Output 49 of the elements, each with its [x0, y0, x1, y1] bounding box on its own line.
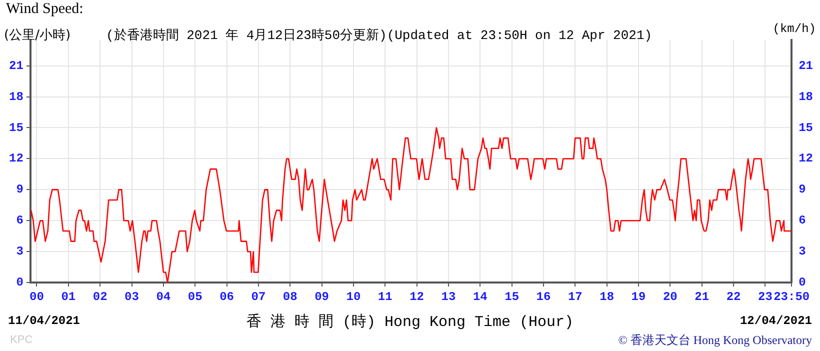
chart-title: Wind Speed:: [6, 1, 84, 18]
x-tick-label: 06: [220, 290, 234, 304]
y2-axis-title: (km/h): [772, 22, 816, 36]
y2-tick-label: 9: [798, 182, 806, 197]
y-tick-label: 9: [16, 182, 24, 197]
x-tick-label: 19: [631, 290, 646, 304]
x-tick-label: 18: [600, 290, 614, 304]
y-axis-title: (公里/小時): [4, 27, 71, 44]
text: © 香港天文台 Hong Kong Observatory: [618, 332, 812, 349]
text: 11/04/2021: [8, 314, 80, 328]
chart-subtitle: (於香港時間 2021 年 4月12日23時50分更新)(Updated at 23:50H on 12 Apr 2021): [106, 27, 652, 44]
x-tick-label: 04: [156, 290, 171, 304]
x-tick-label: 08: [282, 290, 298, 304]
y-tick-label: 18: [8, 90, 24, 104]
x-tick-label: 11: [378, 290, 392, 304]
x-tick-label: 15: [504, 290, 520, 304]
x-tick-label: 12: [410, 290, 424, 304]
x-tick-label: 20: [662, 290, 678, 304]
y-tick-label: 12: [8, 152, 24, 166]
y-tick-label: 6: [16, 214, 24, 228]
y-tick-label: 21: [8, 58, 24, 73]
x-tick-label: 13: [441, 290, 456, 304]
x-tick-label: 07: [251, 290, 266, 304]
x-tick-label: 22: [726, 290, 741, 304]
y2-tick-label: 3: [798, 244, 806, 259]
x-tick-label: 21: [694, 290, 710, 304]
x-tick-label: 09: [314, 290, 329, 304]
y2-tick-label: 15: [798, 120, 814, 135]
x-tick-label: 23: [758, 290, 772, 304]
y-tick-label: 3: [16, 244, 24, 259]
x-axis-title: 香 港 時 間 (時) Hong Kong Time (Hour): [246, 314, 574, 331]
x-tick-label: 00: [30, 290, 44, 304]
x-tick-label: 14: [472, 290, 488, 304]
x-tick-label: 05: [188, 290, 202, 304]
x-tick-label: 10: [346, 290, 361, 304]
y2-tick-label: 0: [798, 276, 806, 290]
y-tick-label: 15: [8, 120, 24, 135]
x-tick-label: 23:50: [774, 290, 810, 304]
y-tick-label: 0: [16, 276, 24, 290]
y2-tick-label: 6: [798, 214, 806, 228]
y2-tick-label: 12: [798, 152, 814, 166]
x-tick-label: 17: [568, 290, 582, 304]
y2-tick-label: 21: [798, 58, 814, 73]
y2-tick-label: 18: [798, 90, 814, 104]
x-tick-label: 03: [124, 290, 139, 304]
x-tick-label: 02: [92, 290, 108, 304]
x-tick-label: 01: [61, 290, 76, 304]
text: 12/04/2021: [740, 314, 812, 328]
x-tick-label: 16: [536, 290, 551, 304]
